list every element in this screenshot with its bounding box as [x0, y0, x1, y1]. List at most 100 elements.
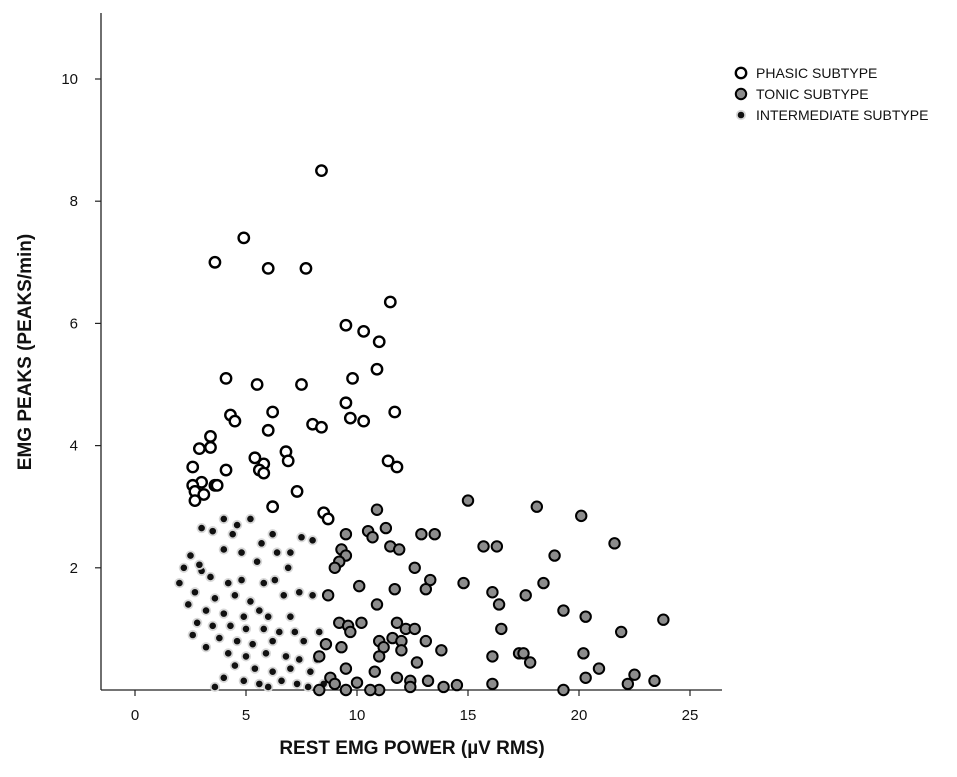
legend-marker	[734, 66, 748, 80]
data-point	[390, 671, 404, 684]
data-point	[271, 547, 283, 558]
data-point	[218, 513, 229, 525]
data-point	[263, 681, 274, 693]
data-point	[267, 636, 278, 647]
y-tick-label: 8	[70, 193, 78, 210]
data-point	[291, 678, 303, 689]
data-point	[236, 574, 247, 586]
data-point	[174, 577, 185, 589]
data-point	[276, 675, 287, 686]
series-dot	[174, 513, 329, 693]
data-point	[404, 680, 417, 694]
data-point	[240, 623, 252, 635]
data-point	[614, 625, 628, 639]
data-point	[254, 678, 265, 689]
data-point	[328, 561, 341, 574]
data-point	[258, 577, 269, 589]
data-point	[204, 430, 217, 443]
data-point	[186, 460, 200, 474]
data-point	[368, 665, 381, 678]
data-point	[196, 522, 207, 534]
data-point	[200, 642, 212, 653]
data-point	[307, 535, 318, 546]
data-point	[355, 616, 368, 629]
data-point	[240, 651, 252, 662]
data-point	[519, 589, 532, 602]
data-point	[492, 598, 506, 611]
x-tick-label: 5	[242, 707, 250, 724]
data-point	[232, 636, 243, 647]
plot-area: 2 4 6 8 10 0 5 10 15 20 25	[61, 13, 722, 724]
data-point	[263, 611, 274, 622]
data-point	[364, 683, 377, 697]
data-point	[229, 660, 240, 671]
data-point	[319, 637, 333, 651]
data-point	[208, 255, 222, 269]
data-point	[280, 651, 292, 662]
data-point	[490, 540, 504, 553]
data-point	[278, 590, 289, 601]
data-point	[289, 626, 300, 638]
data-point	[370, 362, 384, 376]
data-point	[218, 608, 229, 619]
data-point	[207, 526, 218, 537]
data-point	[223, 577, 234, 589]
data-point	[252, 556, 263, 567]
data-point	[200, 605, 212, 616]
data-point	[523, 656, 537, 669]
data-point	[408, 561, 421, 574]
data-point	[344, 625, 357, 639]
data-point	[321, 589, 335, 602]
data-point	[577, 647, 590, 660]
data-point	[185, 550, 196, 561]
data-point	[218, 672, 229, 683]
data-point	[285, 547, 296, 558]
data-point	[530, 500, 544, 513]
data-point	[648, 674, 661, 688]
data-point	[236, 547, 247, 558]
data-point	[392, 543, 406, 556]
data-point	[192, 442, 206, 456]
data-point	[537, 576, 550, 590]
data-point	[229, 590, 240, 601]
data-point	[557, 604, 570, 617]
data-point	[307, 590, 318, 601]
x-axis-title: REST EMG POWER (µV RMS)	[279, 738, 544, 759]
data-point	[207, 620, 218, 631]
data-point	[218, 544, 229, 555]
data-point	[343, 411, 357, 425]
data-point	[628, 668, 641, 681]
data-point	[548, 549, 561, 562]
data-point	[328, 677, 341, 691]
data-point	[258, 623, 269, 635]
data-point	[210, 478, 224, 492]
data-points	[174, 164, 670, 697]
data-point	[621, 677, 635, 691]
data-point	[295, 378, 308, 391]
data-point	[383, 295, 397, 309]
data-point	[274, 626, 285, 638]
y-tick-label: 6	[70, 315, 78, 332]
data-point	[410, 656, 424, 669]
data-point	[298, 636, 309, 647]
data-point	[575, 509, 588, 523]
y-axis-title: EMG PEAKS (PEAKS/min)	[15, 234, 36, 470]
series-gray-circle	[313, 494, 670, 697]
data-point	[187, 629, 198, 641]
data-point	[261, 423, 275, 437]
data-point	[450, 678, 464, 692]
data-point	[299, 262, 313, 275]
data-point	[250, 378, 264, 391]
data-point	[290, 485, 304, 498]
data-point	[238, 675, 249, 686]
data-point	[294, 587, 305, 598]
data-point	[267, 529, 278, 540]
data-point	[296, 532, 307, 543]
data-point	[303, 681, 314, 693]
data-point	[257, 466, 271, 480]
data-point	[346, 371, 359, 385]
data-point	[238, 611, 249, 622]
data-point	[266, 405, 280, 419]
data-point	[366, 531, 379, 544]
data-point	[592, 662, 606, 675]
